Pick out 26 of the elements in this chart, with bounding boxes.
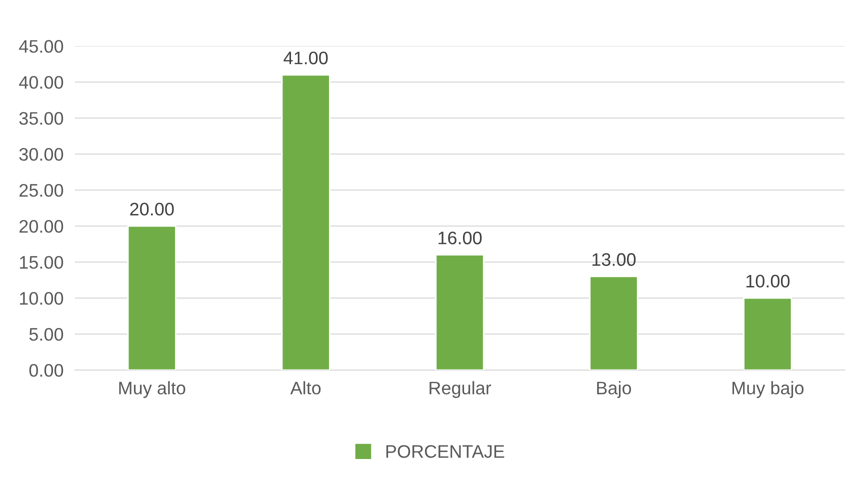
x-tick-label: Muy bajo bbox=[732, 381, 804, 398]
data-label: 20.00 bbox=[130, 202, 174, 216]
y-tick-label: 0.00 bbox=[29, 364, 64, 377]
bar bbox=[589, 276, 638, 370]
y-tick-label: 15.00 bbox=[20, 256, 64, 269]
y-tick-label: 5.00 bbox=[29, 328, 64, 341]
bar bbox=[435, 254, 484, 370]
data-label: 16.00 bbox=[438, 232, 482, 244]
y-tick-label: 30.00 bbox=[19, 148, 64, 161]
x-tick-label: Bajo bbox=[597, 381, 632, 398]
y-tick-label: 25.00 bbox=[20, 184, 64, 197]
bar bbox=[743, 297, 792, 370]
y-tick-label: 35.00 bbox=[19, 112, 64, 125]
x-tick-label: Regular bbox=[430, 381, 492, 398]
y-tick-label: 20.00 bbox=[20, 220, 64, 233]
bar bbox=[281, 74, 330, 370]
bar bbox=[127, 225, 176, 370]
x-tick-label: Muy alto bbox=[119, 381, 186, 398]
data-label: 13.00 bbox=[592, 253, 636, 266]
data-label: 41.00 bbox=[284, 52, 328, 64]
x-tick-label: Alto bbox=[290, 381, 321, 394]
data-label: 10.00 bbox=[746, 274, 790, 288]
y-tick-label: 45.00 bbox=[19, 40, 64, 53]
legend-label: PORCENTAJE bbox=[386, 445, 504, 458]
y-tick-label: 10.00 bbox=[20, 292, 64, 305]
y-tick-label: 40.00 bbox=[19, 76, 64, 89]
